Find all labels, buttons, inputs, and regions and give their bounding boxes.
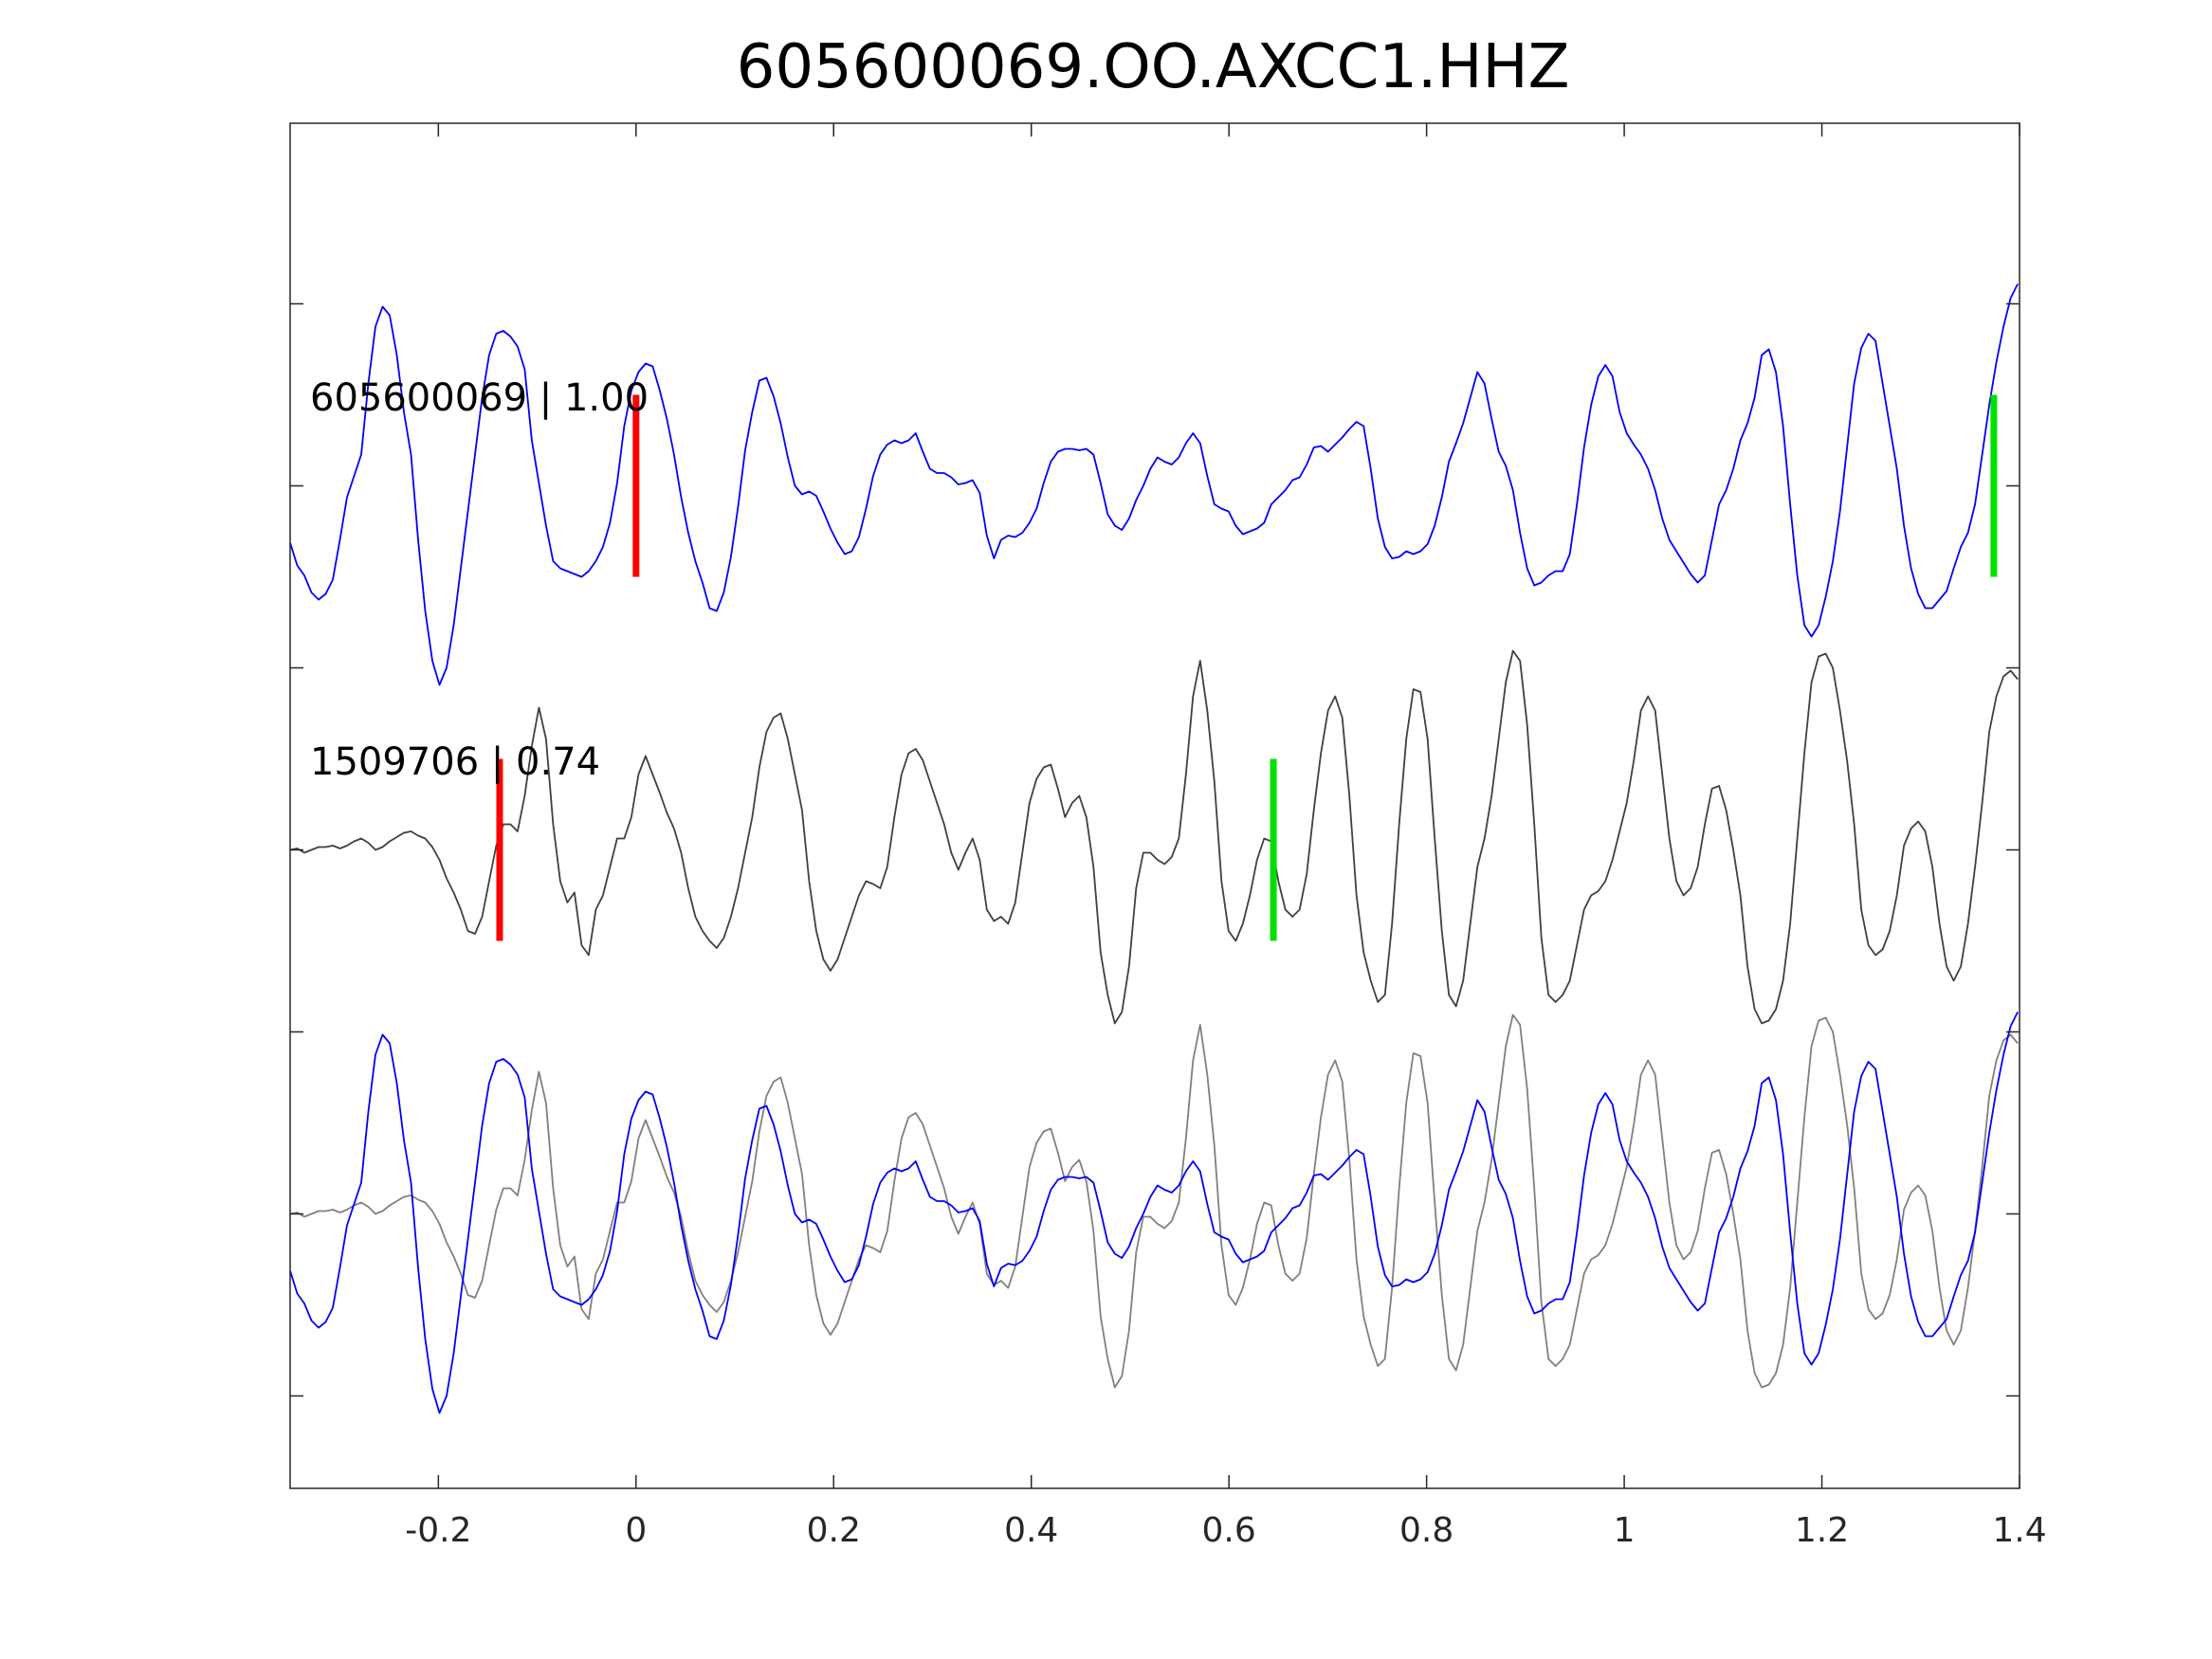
x-tick-label: 0.6 (1202, 1511, 1256, 1550)
waveform-1509706-overlay (289, 1013, 2019, 1389)
x-tick-label: 1.2 (1795, 1511, 1849, 1550)
waveform-605600069 (289, 283, 2019, 686)
waveform-1509706 (289, 649, 2019, 1025)
x-tick-label: 0.8 (1399, 1511, 1453, 1550)
x-tick-label: 1 (1614, 1511, 1636, 1550)
waveform-605600069-overlay (289, 1012, 2019, 1414)
x-tick-label: -0.2 (405, 1511, 471, 1550)
chart-title: 605600069.OO.AXCC1.HHZ (737, 32, 1570, 102)
axes-box (289, 122, 2020, 1489)
traces (289, 283, 2019, 1414)
trace-label-605600069: 605600069 | 1.00 (310, 376, 649, 420)
x-tick-label: 0 (625, 1511, 647, 1550)
x-tick-label: 1.4 (1992, 1511, 2046, 1550)
trace-label-1509706: 1509706 | 0.74 (310, 740, 600, 784)
phase-markers (496, 394, 1998, 941)
axes: -0.2 0 0.2 0.4 0.6 0.8 1 1.2 1.4 (289, 122, 2047, 1550)
x-tick-label: 0.4 (1004, 1511, 1058, 1550)
x-tick-label: 0.2 (807, 1511, 861, 1550)
